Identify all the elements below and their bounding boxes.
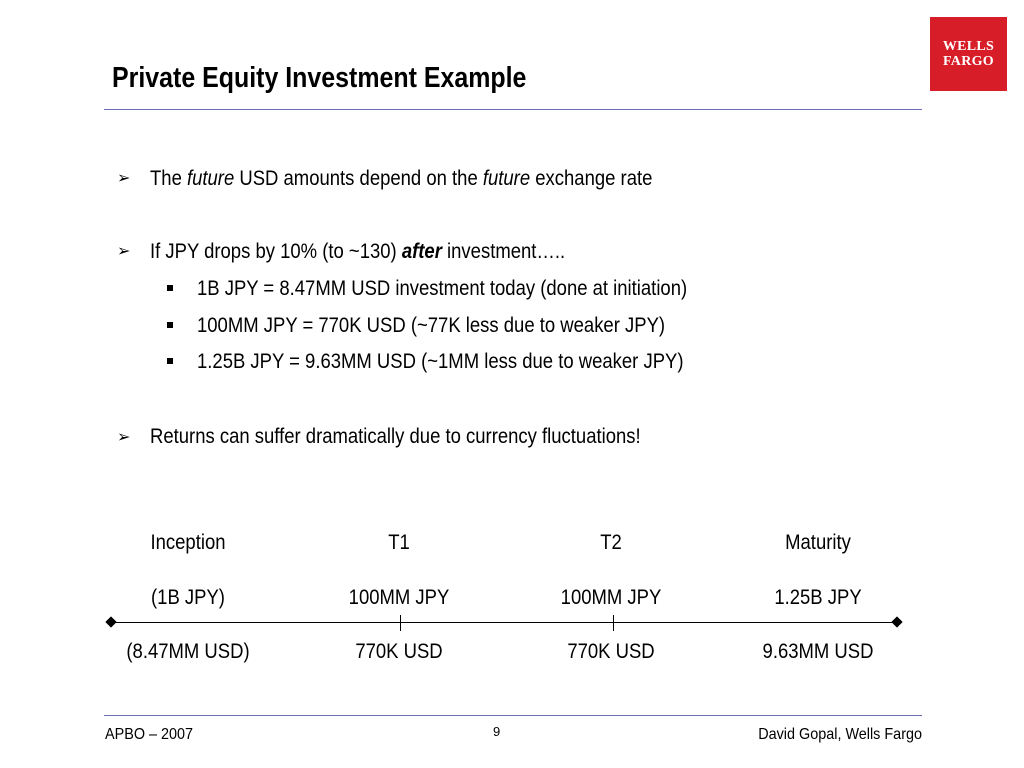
timeline-tick-t2 (613, 615, 614, 631)
timeline-label-maturity: Maturity (785, 531, 851, 554)
slide-title: Private Equity Investment Example (112, 62, 527, 94)
footer-right: David Gopal, Wells Fargo (758, 726, 922, 743)
timeline-usd-t2: 770K USD (567, 640, 655, 663)
arrow-bullet-icon: ➢ (117, 243, 131, 260)
square-bullet-icon (167, 322, 173, 328)
timeline-usd-maturity: 9.63MM USD (762, 640, 874, 663)
page-number: 9 (493, 724, 501, 739)
sub-bullet-1: 1B JPY = 8.47MM USD investment today (do… (197, 277, 688, 300)
footer-left: APBO – 2007 (105, 726, 194, 743)
wells-fargo-logo: WELLS FARGO (930, 17, 1007, 91)
bullet-jpy-drop: If JPY drops by 10% (to ~130) after inve… (150, 240, 566, 263)
sub-bullet-2: 100MM JPY = 770K USD (~77K less due to w… (197, 314, 666, 337)
square-bullet-icon (167, 285, 173, 291)
title-divider (104, 109, 922, 110)
timeline-jpy-inception: (1B JPY) (151, 586, 225, 609)
timeline-start-diamond-icon (105, 616, 117, 628)
logo-line-2: FARGO (942, 54, 994, 69)
timeline-usd-inception: (8.47MM USD) (126, 640, 250, 663)
timeline-end-diamond-icon (891, 616, 903, 628)
timeline-jpy-maturity: 1.25B JPY (774, 586, 862, 609)
footer-divider (104, 715, 922, 716)
arrow-bullet-icon: ➢ (117, 170, 131, 187)
timeline-label-t1: T1 (388, 531, 410, 554)
logo-line-1: WELLS (942, 39, 995, 54)
timeline-tick-t1 (400, 615, 401, 631)
timeline-jpy-t2: 100MM JPY (560, 586, 662, 609)
timeline-axis (111, 622, 897, 623)
bullet-future-amounts: The future USD amounts depend on the fut… (150, 167, 653, 190)
timeline-jpy-t1: 100MM JPY (348, 586, 450, 609)
timeline-label-inception: Inception (150, 531, 226, 554)
arrow-bullet-icon: ➢ (117, 429, 131, 446)
timeline-label-t2: T2 (600, 531, 622, 554)
square-bullet-icon (167, 358, 173, 364)
bullet-returns-suffer: Returns can suffer dramatically due to c… (150, 425, 641, 448)
sub-bullet-3: 1.25B JPY = 9.63MM USD (~1MM less due to… (197, 350, 684, 373)
timeline-usd-t1: 770K USD (355, 640, 443, 663)
